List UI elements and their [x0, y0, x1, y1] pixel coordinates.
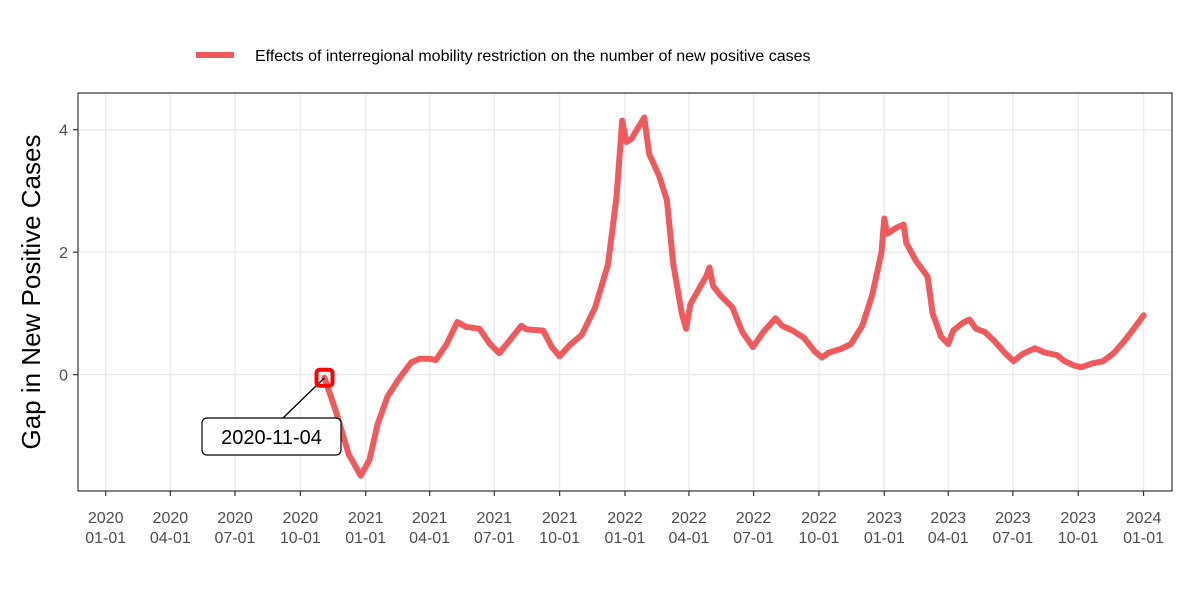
- x-tick-label: 2023 10-01: [1058, 510, 1099, 547]
- legend: Effects of interregional mobility restri…: [196, 48, 811, 65]
- y-axis-label: Gap in New Positive Cases: [16, 134, 46, 449]
- x-tick-label: 2023 07-01: [992, 510, 1033, 547]
- series-line: [321, 114, 1147, 479]
- annotation-box: [201, 417, 342, 456]
- x-tick-label: 2021 10-01: [539, 510, 580, 547]
- x-tick-label: 2024 01-01: [1123, 510, 1164, 547]
- annotation-marker: [314, 367, 335, 388]
- x-tick-label: 2023 01-01: [864, 510, 905, 547]
- x-tick-label: 2023 04-01: [928, 510, 969, 547]
- grid-lines: [78, 93, 1172, 491]
- x-tick-label: 2021 04-01: [409, 510, 450, 547]
- x-tick-label: 2021 07-01: [474, 510, 515, 547]
- series-layer: [321, 114, 1147, 479]
- y-axis: 0 2 4: [59, 123, 78, 385]
- x-tick-label: 2022 07-01: [733, 510, 774, 547]
- y-tick-label: 0: [59, 368, 68, 385]
- y-tick-label: 4: [59, 123, 68, 140]
- x-tick-label: 2022 10-01: [798, 510, 839, 547]
- x-axis: 2020 01-01 2020 04-01 2020 07-01 2020 10-01 2021…: [85, 491, 1164, 547]
- annotation-label: 2020-11-04: [221, 427, 322, 449]
- x-tick-label: 2022 01-01: [605, 510, 646, 547]
- x-tick-label: 2022 04-01: [668, 510, 709, 547]
- x-tick-label: 2020 10-01: [280, 510, 321, 547]
- legend-label: Effects of interregional mobility restri…: [255, 48, 811, 65]
- y-tick-label: 2: [59, 245, 68, 262]
- annotation: 2020-11-04: [201, 367, 342, 456]
- x-tick-label: 2020 07-01: [215, 510, 256, 547]
- x-tick-label: 2021 01-01: [345, 510, 386, 547]
- x-tick-label: 2020 01-01: [85, 510, 126, 547]
- x-tick-label: 2020 04-01: [150, 510, 191, 547]
